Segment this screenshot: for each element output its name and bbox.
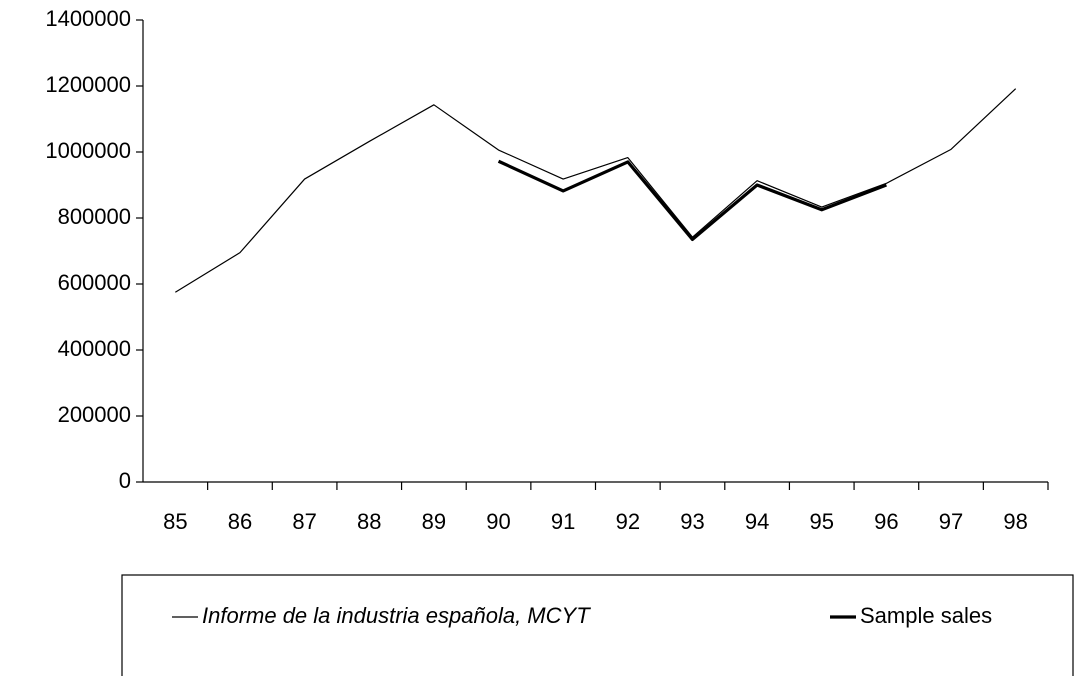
series-line [175,88,1017,293]
x-tick-label: 94 [745,509,769,534]
legend-label: Sample sales [860,603,992,628]
x-tick-label: 89 [422,509,446,534]
y-tick-label: 600000 [58,270,131,295]
legend-box [121,574,1074,676]
x-tick-label: 88 [357,509,381,534]
legend-label: Informe de la industria española, MCYT [202,603,591,628]
y-tick-label: 1000000 [45,138,131,163]
x-tick-label: 95 [810,509,834,534]
y-tick-label: 0 [119,468,131,493]
x-tick-label: 87 [292,509,316,534]
x-tick-label: 85 [163,509,187,534]
y-tick-label: 400000 [58,336,131,361]
series-line [497,159,887,242]
x-tick-label: 92 [616,509,640,534]
x-tick-label: 91 [551,509,575,534]
x-tick-label: 97 [939,509,963,534]
x-tick-label: 86 [228,509,252,534]
y-tick-label: 1400000 [45,6,131,31]
y-tick-label: 200000 [58,402,131,427]
x-tick-label: 98 [1003,509,1027,534]
y-tick-label: 800000 [58,204,131,229]
x-tick-label: 96 [874,509,898,534]
y-tick-label: 1200000 [45,72,131,97]
x-tick-label: 90 [486,509,510,534]
x-tick-label: 93 [680,509,704,534]
